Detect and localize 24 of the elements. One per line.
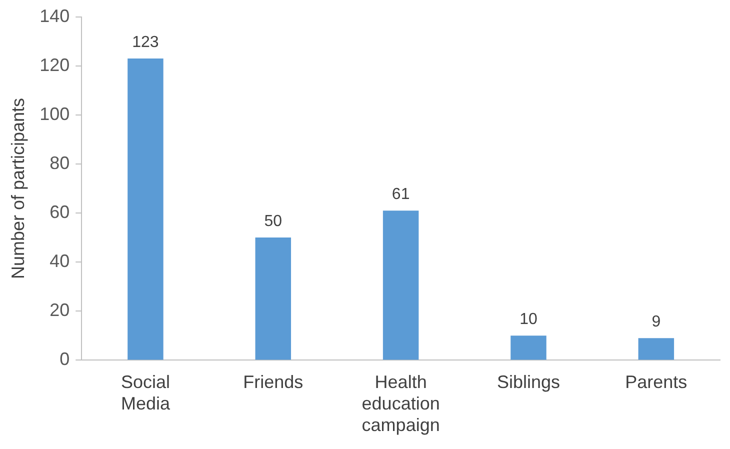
x-tick-label: Friends bbox=[243, 372, 304, 392]
y-tick-label: 40 bbox=[50, 251, 70, 272]
data-label: 123 bbox=[132, 34, 159, 51]
x-tick-label: Parents bbox=[625, 372, 688, 392]
y-tick-label: 20 bbox=[50, 300, 70, 320]
x-tick-label: Social Media bbox=[120, 372, 171, 414]
y-tick-label: 120 bbox=[40, 54, 70, 75]
y-tick-label: 80 bbox=[50, 152, 70, 173]
x-tick-label: Health education campaign bbox=[362, 372, 440, 436]
x-tick-label: Siblings bbox=[496, 372, 560, 392]
y-tick-label: 100 bbox=[40, 104, 70, 124]
data-label: 10 bbox=[520, 311, 538, 328]
bar bbox=[255, 238, 292, 360]
bar bbox=[128, 58, 164, 360]
bar bbox=[638, 338, 674, 360]
y-axis-title: Number of participants bbox=[8, 98, 28, 280]
data-label: 50 bbox=[264, 212, 282, 230]
y-tick-label: 0 bbox=[60, 349, 70, 370]
bar bbox=[382, 210, 419, 360]
bar bbox=[510, 336, 546, 360]
y-tick-label: 60 bbox=[50, 202, 70, 222]
data-label: 61 bbox=[392, 186, 410, 203]
data-label: 9 bbox=[652, 314, 661, 331]
y-tick-label: 140 bbox=[40, 6, 70, 26]
